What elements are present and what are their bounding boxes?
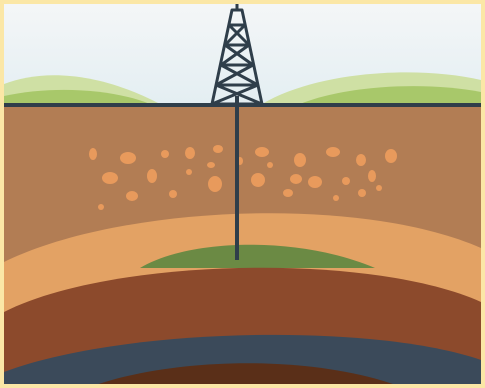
right-hill-near <box>300 86 481 104</box>
rock-chips <box>89 145 397 210</box>
drill-pipe-icon <box>235 96 239 260</box>
shale-layer <box>4 334 481 384</box>
left-hill-near <box>4 89 150 104</box>
oil-reservoir <box>140 244 375 268</box>
oil-derrick-icon <box>210 4 264 106</box>
deep-rock-layer <box>98 363 393 384</box>
